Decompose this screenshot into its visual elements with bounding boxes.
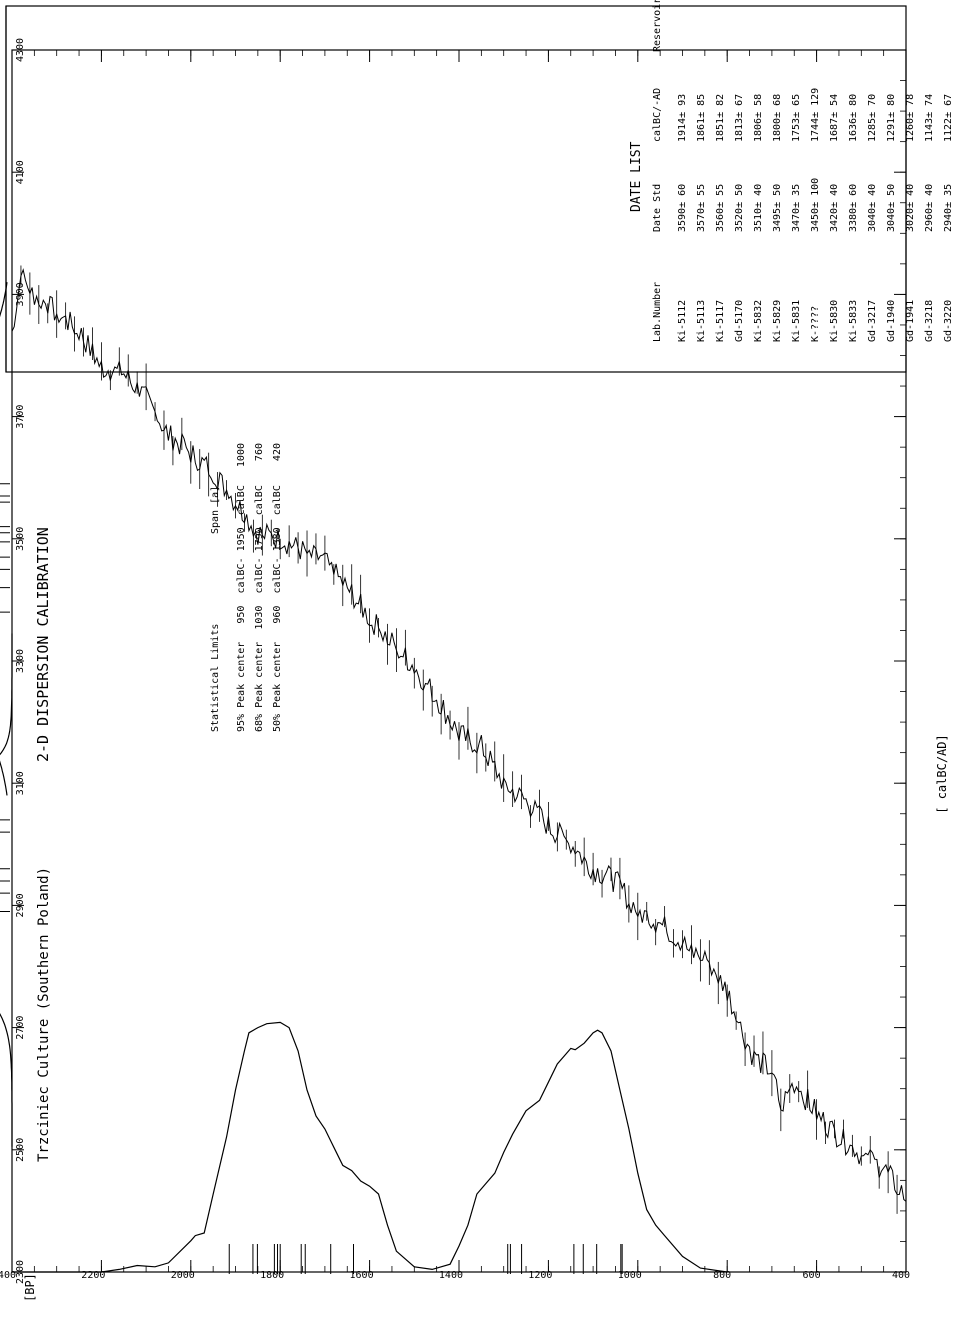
chart-subtitle: Trzciniec Culture (Southern Poland)	[36, 867, 52, 1162]
date-list-lab-number: K-????	[810, 306, 821, 342]
date-list-lab-number: Ki-5113	[696, 300, 707, 342]
cal-tick-label: 2400	[0, 1270, 16, 1281]
date-list-cal: 1744± 129	[810, 88, 821, 142]
date-list-date-std: 3510± 40	[753, 184, 764, 232]
y-axis-label: [BP]	[23, 1273, 37, 1302]
date-list-date-std: 3020± 40	[905, 184, 916, 232]
date-list-cal: 1753± 65	[791, 94, 802, 142]
bp-tick-label: 4100	[15, 160, 26, 184]
date-list-date-std: 2940± 35	[943, 184, 954, 232]
bp-tick-label: 2700	[15, 1016, 26, 1040]
date-list-lab-number: Ki-5117	[715, 300, 726, 342]
date-list-header-cal: calBC/-AD	[652, 88, 663, 142]
date-list-cal: 1143± 74	[924, 94, 935, 142]
cal-tick-label: 1200	[528, 1270, 552, 1281]
bp-tick-label: 3700	[15, 405, 26, 429]
date-list-date-std: 3560± 55	[715, 184, 726, 232]
date-list-title: DATE LIST	[629, 141, 644, 212]
date-list-date-std: 3495± 50	[772, 184, 783, 232]
date-list-cal: 1687± 54	[829, 94, 840, 142]
date-list-cal: 1851± 82	[715, 94, 726, 142]
date-list-frame	[5, 5, 907, 373]
cal-tick-label: 1600	[350, 1270, 374, 1281]
bp-tick-label: 2500	[15, 1138, 26, 1162]
date-list-date-std: 3590± 60	[677, 184, 688, 232]
date-list-lab-number: Ki-5833	[848, 300, 859, 342]
bp-tick-label: 4300	[15, 38, 26, 62]
date-list-cal: 1291± 80	[886, 94, 897, 142]
bp-tick-label: 3500	[15, 527, 26, 551]
cal-tick-label: 2200	[81, 1270, 105, 1281]
date-list-cal: 1636± 80	[848, 94, 859, 142]
bp-tick-label: 3300	[15, 649, 26, 673]
date-list-lab-number: Gd-1940	[886, 300, 897, 342]
date-list-lab-number: Ki-5829	[772, 300, 783, 342]
bp-density-curve	[0, 633, 13, 1147]
date-list-lab-number: Gd-1941	[905, 300, 916, 342]
cal-tick-label: 400	[892, 1270, 910, 1281]
date-list-date-std: 3470± 35	[791, 184, 802, 232]
date-list-date-std: 3040± 50	[886, 184, 897, 232]
date-list-cal: 1122± 67	[943, 94, 954, 142]
x-axis-label: [ calBC/AD]	[935, 734, 949, 813]
statistics-heading: Statistical Limits	[210, 624, 221, 732]
date-list-lab-number: Gd-3220	[943, 300, 954, 342]
date-list-cal: 1806± 58	[753, 94, 764, 142]
date-list-date-std: 3420± 40	[829, 184, 840, 232]
date-list-lab-number: Ki-5830	[829, 300, 840, 342]
date-list-lab-number: Ki-5112	[677, 300, 688, 342]
date-list-cal: 1914± 93	[677, 94, 688, 142]
summed-probability-curve	[12, 1021, 728, 1273]
date-list-lab-number: Gd-5170	[734, 300, 745, 342]
date-list-cal: 1285± 70	[867, 94, 878, 142]
date-list-lab-number: Gd-3217	[867, 300, 878, 342]
cal-tick-label: 1800	[260, 1270, 284, 1281]
date-list-date-std: 3040± 40	[867, 184, 878, 232]
bp-tick-label: 3100	[15, 771, 26, 795]
cal-tick-label: 1400	[439, 1270, 463, 1281]
calibration-curve	[11, 268, 907, 1202]
cal-tick-label: 600	[803, 1270, 821, 1281]
cal-tick-label: 2000	[171, 1270, 195, 1281]
cal-tick-label: 800	[713, 1270, 731, 1281]
date-list-date-std: 2960± 40	[924, 184, 935, 232]
cal-tick-label: 1000	[618, 1270, 642, 1281]
date-list-lab-number: Ki-5832	[753, 300, 764, 342]
date-list-header-reservoir: Reservoir(BP)	[652, 0, 663, 52]
date-list-cal: 1813± 67	[734, 94, 745, 142]
date-list-header-lab: Lab.Number	[652, 282, 663, 342]
date-list-date-std: 3570± 55	[696, 184, 707, 232]
date-list-cal: 1861± 85	[696, 94, 707, 142]
date-list-cal: 1260± 78	[905, 94, 916, 142]
statistics-span-heading: Span [a]	[210, 486, 221, 534]
bp-tick-label: 2900	[15, 893, 26, 917]
date-list-lab-number: Gd-3218	[924, 300, 935, 342]
statistics-row: 68% Peak center 1030 calBC- 1790 calBC 7…	[254, 443, 265, 732]
date-list-cal: 1800± 68	[772, 94, 783, 142]
date-list-header-date: Date Std	[652, 184, 663, 232]
bp-tick-label: 3900	[15, 282, 26, 306]
statistics-row: 95% Peak center 950 calBC- 1950 calBC 10…	[236, 443, 247, 732]
chart-title: 2-D DISPERSION CALIBRATION	[34, 527, 52, 762]
date-list-lab-number: Ki-5831	[791, 300, 802, 342]
date-list-date-std: 3450± 100	[810, 178, 821, 232]
statistics-row: 50% Peak center 960 calBC- 1380 calBC 42…	[272, 443, 283, 732]
date-list-date-std: 3380± 60	[848, 184, 859, 232]
date-list-date-std: 3520± 50	[734, 184, 745, 232]
